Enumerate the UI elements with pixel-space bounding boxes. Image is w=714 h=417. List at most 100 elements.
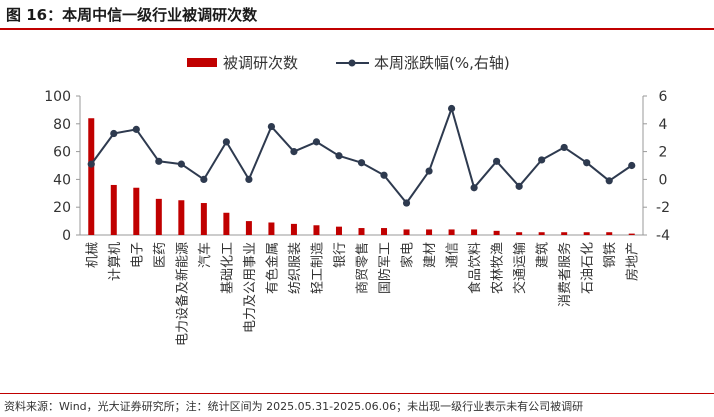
- legend: 被调研次数 本周涨跌幅(%,右轴): [187, 54, 510, 72]
- category-label: 汽车: [197, 242, 213, 268]
- category-label: 电力及公用事业: [243, 242, 258, 333]
- category-label: 医药: [153, 242, 168, 268]
- bar-银行: [335, 226, 342, 235]
- bar-家电: [403, 229, 410, 235]
- line-point-石油石化: [583, 159, 591, 167]
- category-label: 家电: [400, 242, 416, 268]
- line-point-轻工制造: [312, 138, 321, 146]
- line-point-家电: [402, 199, 411, 207]
- category-label: 交通运输: [512, 242, 528, 294]
- legend-line-marker: [348, 59, 356, 67]
- left-tick-label: 80: [53, 117, 71, 133]
- line-point-国防军工: [380, 171, 388, 179]
- line-point-银行: [335, 152, 343, 160]
- line-point-商贸零售: [357, 159, 366, 167]
- line-point-建筑: [538, 156, 546, 164]
- left-tick-label: 40: [53, 172, 71, 188]
- line-path: [90, 107, 633, 204]
- left-tick-label: 20: [53, 200, 71, 216]
- bar-电子: [133, 187, 140, 235]
- right-tick-label: 0: [659, 172, 668, 188]
- line-point-汽车: [200, 175, 208, 183]
- title-rule: [0, 28, 714, 30]
- category-label: 消费者服务: [557, 242, 573, 307]
- bar-汽车: [200, 203, 207, 235]
- line-point-消费者服务: [560, 143, 568, 152]
- right-tick-label: 4: [659, 117, 668, 133]
- line-point-电力设备及新能源: [177, 160, 185, 168]
- bar-消费者服务: [561, 232, 568, 235]
- line-point-交通运输: [515, 182, 523, 190]
- right-tick-label: 6: [659, 89, 668, 105]
- bar-纺织服装: [290, 223, 297, 235]
- category-label: 银行: [333, 242, 348, 268]
- right-tick-label: -2: [656, 200, 670, 216]
- category-label: 建筑: [535, 242, 551, 268]
- line-point-通信: [447, 104, 456, 113]
- legend-bar-label: 被调研次数: [223, 54, 298, 72]
- bar-轻工制造: [313, 225, 320, 235]
- left-tick-label: 100: [44, 89, 71, 105]
- right-tick-label: -4: [656, 228, 670, 244]
- legend-bar-swatch: [187, 58, 217, 67]
- bar-房地产: [628, 233, 635, 235]
- category-label: 纺织服装: [288, 242, 303, 294]
- line-series: [87, 104, 636, 207]
- bar-交通运输: [516, 232, 523, 235]
- category-label: 钢铁: [603, 242, 618, 268]
- line-point-电力及公用事业: [245, 175, 253, 183]
- line-point-电子: [132, 125, 140, 133]
- line-point-农林牧渔: [493, 157, 501, 165]
- category-label: 有色金属: [264, 242, 280, 294]
- category-label: 电子: [130, 242, 145, 268]
- category-label: 商贸零售: [355, 242, 371, 294]
- bar-商贸零售: [358, 228, 365, 235]
- category-label: 食品饮料: [467, 242, 483, 294]
- legend-line-label: 本周涨跌幅(%,右轴): [374, 54, 510, 72]
- bar-钢铁: [606, 232, 613, 235]
- bar-建材: [426, 229, 433, 235]
- bar-电力设备及新能源: [178, 200, 185, 235]
- left-tick-label: 0: [62, 228, 71, 244]
- bar-农林牧渔: [493, 230, 500, 235]
- left-tick-label: 60: [53, 145, 71, 161]
- category-label: 农林牧渔: [491, 242, 506, 294]
- category-label: 计算机: [108, 242, 123, 281]
- category-label: 建材: [423, 242, 438, 268]
- bar-石油石化: [583, 232, 590, 235]
- category-label: 通信: [446, 242, 461, 268]
- bar-食品饮料: [471, 229, 478, 235]
- category-labels: 机械 计算机 电子 医药 电力设备及新能源 汽车 基础化工 电力及公用事业 有色金属 纺织服装 轻工…: [85, 242, 640, 346]
- category-label: 石油石化: [581, 242, 596, 294]
- category-label: 房地产: [625, 242, 641, 281]
- bar-建筑: [538, 232, 545, 235]
- bar-机械: [88, 118, 95, 235]
- line-point-机械: [87, 160, 95, 168]
- line-point-医药: [155, 157, 163, 165]
- category-label: 基础化工: [220, 242, 235, 294]
- footer-rule: [0, 393, 714, 394]
- bar-有色金属: [268, 222, 275, 235]
- line-point-食品饮料: [470, 184, 478, 192]
- bar-计算机: [110, 184, 117, 235]
- line-point-纺织服装: [290, 148, 298, 156]
- bar-series: [88, 118, 635, 235]
- figure-title: 图 16：本周中信一级行业被调研次数: [6, 6, 258, 24]
- line-point-房地产: [628, 161, 636, 170]
- category-label: 电力设备及新能源: [174, 242, 190, 346]
- bar-医药: [155, 198, 162, 235]
- bar-基础化工: [223, 212, 230, 235]
- source-note: 资料来源：Wind，光大证券研究所；注：统计区间为 2025.05.31-202…: [4, 400, 584, 413]
- category-label: 轻工制造: [310, 242, 325, 294]
- line-point-建材: [425, 167, 433, 175]
- line-point-计算机: [110, 129, 118, 138]
- bar-电力及公用事业: [245, 221, 252, 235]
- line-point-有色金属: [267, 122, 276, 131]
- line-point-钢铁: [605, 177, 613, 185]
- category-label: 国防军工: [377, 242, 393, 294]
- category-label: 机械: [85, 242, 100, 268]
- line-point-基础化工: [222, 138, 230, 146]
- right-tick-label: 2: [659, 145, 668, 161]
